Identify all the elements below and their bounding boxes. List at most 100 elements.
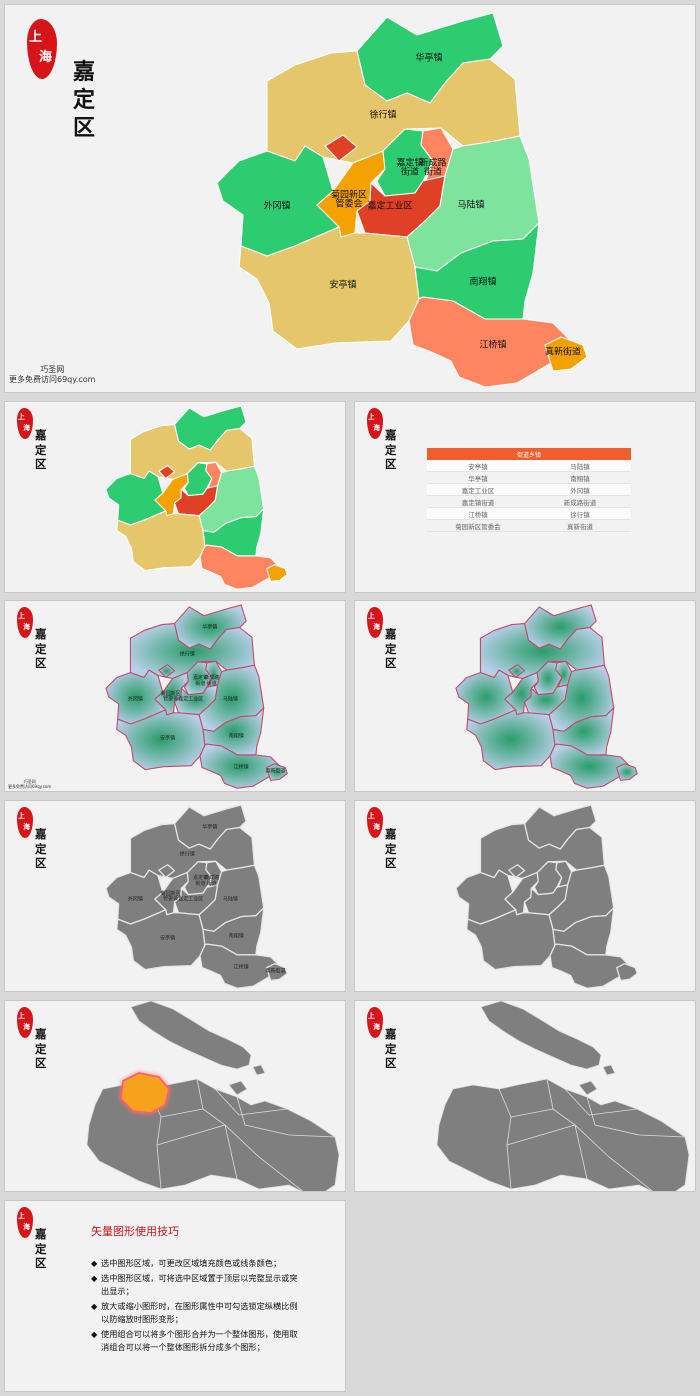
region-islet[interactable] [508,664,526,679]
label-xincheng: 新成路 街道 [204,875,220,887]
slide-colored-map[interactable]: 上海嘉定区 华亭镇 徐行镇 外冈镇 菊园新区 管委会 嘉定镇 街道 新成路 街道 嘉定工业区 马陆镇安… [4,4,696,393]
region-zhenxin[interactable] [616,963,638,982]
shanghai-seal-icon: 上海 [17,807,33,839]
label-malu: 马陆镇 [222,695,238,702]
table-cell: 菊园新区管委会 [427,519,529,532]
slide-gray-map-labeled[interactable]: 上海嘉定区华亭镇 徐行镇 外冈镇 菊园新区 管委会 嘉定镇 街道 新成路 街道 嘉定工业区 马陆镇安… [4,800,346,992]
shanghai-region[interactable] [228,1080,248,1096]
label-jiangqiao: 江桥镇 [233,964,249,971]
slide-gradient-map[interactable]: 上海嘉定区 [354,600,696,792]
region-zhenxin[interactable] [544,336,588,372]
region-islet[interactable] [158,864,176,879]
slide-gradient-map-labeled[interactable]: 上海嘉定区华亭镇 徐行镇 外冈镇 菊园新区 管委会 嘉定镇 街道 新成路 街道 嘉定工业区 马陆镇安… [4,600,346,792]
label-line: 嘉定镇 [396,158,424,169]
label-industrial: 嘉定工业区 [178,696,204,703]
shanghai-seal-icon: 上海 [17,1207,33,1239]
label-zhenxin: 真新街道 [265,967,286,974]
street-table-header: 街道乡镇 [427,448,631,460]
region-zhenxin[interactable] [616,763,638,781]
district-title-char: 区 [385,656,397,671]
table-cell: 徐行镇 [529,507,631,520]
slide-gray-map[interactable]: 上海嘉定区 [354,800,696,992]
seal-char: 上 [18,612,25,621]
district-title-char: 区 [385,457,397,472]
watermark-line2: 更多免费访问69qy.com [9,375,96,384]
shanghai-region[interactable] [130,1001,252,1070]
district-title: 嘉定区 [35,1027,47,1073]
slide-small-colored-map[interactable]: 上海嘉定区 [4,401,346,593]
jiading-map [216,12,588,388]
label-waigang: 外冈镇 [127,696,143,703]
region-islet[interactable] [158,664,176,679]
slide-shanghai-outline[interactable]: 上海嘉定区 [354,1000,696,1192]
slide-street-table[interactable]: 街道乡镇 安亭镇 马陆镇 华亭镇 南翔镇 嘉定工业区 外冈镇 嘉定镇街道 新成路街道 江桥镇 徐行… [354,401,696,593]
slide-vector-tips[interactable]: 矢量图形使用技巧 ◆ 选中图形区域，可更改区域填充颜色或线条颜色； ◆ 选中图形区域，… [4,1200,346,1392]
label-nanxiang: 南翔镇 [469,277,497,288]
district-title-char: 定 [385,641,397,656]
district-title-char: 区 [35,656,47,671]
shanghai-seal-icon: 上海 [367,408,383,440]
district-title-char: 嘉 [35,1027,47,1041]
seal-char: 海 [23,822,30,831]
label-huating: 华亭镇 [202,823,218,830]
label-line: 新成路 [419,158,447,169]
label-line: 嘉定镇 [192,675,209,682]
region-islet[interactable] [508,864,526,879]
district-title-char: 定 [73,87,96,113]
seal-char: 海 [23,622,30,631]
slide-shanghai-highlight[interactable]: 上海嘉定区 [4,1000,346,1192]
district-border [586,1096,686,1138]
district-title-char: 区 [35,856,47,871]
label-line: 街道 [400,168,420,178]
label-line: 街道 [423,168,443,178]
seal-char: 上 [18,812,25,821]
district-title: 嘉定区 [35,429,46,474]
shanghai-region[interactable] [436,1078,690,1192]
label-jiangqiao: 江桥镇 [479,340,507,351]
label-line: 菊园新区 [330,190,368,201]
region-zhenxin[interactable] [266,963,288,982]
table-row: 华亭镇 南翔镇 [427,471,631,484]
district-title: 嘉定区 [385,1027,397,1073]
region-islet[interactable] [158,465,176,480]
label-line: 新成路 [204,875,220,882]
table-cell: 真新街道 [529,519,631,532]
district-title-char: 区 [35,1256,47,1271]
district-title-char: 嘉 [385,1027,397,1041]
tip-text: 放大或缩小图形时，在图形属性中可勾选锁定纵横比例以防缩放时图形变形； [101,1300,298,1325]
district-title: 嘉定区 [385,628,397,673]
tips-title: 矢量图形使用技巧 [91,1225,179,1238]
seal-char: 海 [373,622,380,631]
label-malu: 马陆镇 [457,200,485,211]
region-islet[interactable] [324,134,358,162]
bullet-icon: ◆ [91,1300,98,1311]
label-industrial: 嘉定工业区 [367,201,413,212]
district-border [156,1124,304,1191]
region-zhenxin[interactable] [266,763,288,781]
label-line: 街道 [206,680,217,687]
district-title-char: 嘉 [35,827,47,841]
label-waigang: 外冈镇 [263,201,291,212]
table-cell: 江桥镇 [427,507,529,520]
label-industrial: 嘉定工业区 [178,896,204,903]
district-title-char: 定 [35,1241,47,1256]
label-juyuan: 菊园新区 管委会 [161,691,181,703]
label-huating: 华亭镇 [202,623,218,630]
label-line: 管委会 [163,696,179,703]
bullet-icon: ◆ [91,1258,98,1268]
label-zhenxin: 真新街道 [265,767,286,774]
district-title-char: 嘉 [35,1227,47,1241]
shanghai-region[interactable] [602,1064,616,1076]
jiading-highlight-region[interactable] [120,1072,170,1114]
shanghai-region[interactable] [480,1001,602,1070]
shanghai-region[interactable] [252,1064,266,1076]
label-jiading: 嘉定镇 街道 [193,875,208,887]
label-anting: 安亭镇 [160,735,176,742]
seal-char: 上 [368,1012,375,1021]
seal-char: 海 [23,1022,30,1031]
region-zhenxin[interactable] [266,564,288,582]
watermark-line1: 巧圣网 [23,779,36,784]
shanghai-region[interactable] [578,1080,598,1096]
table-row: 嘉定工业区 外冈镇 [427,483,631,496]
jiading-map [105,804,288,989]
